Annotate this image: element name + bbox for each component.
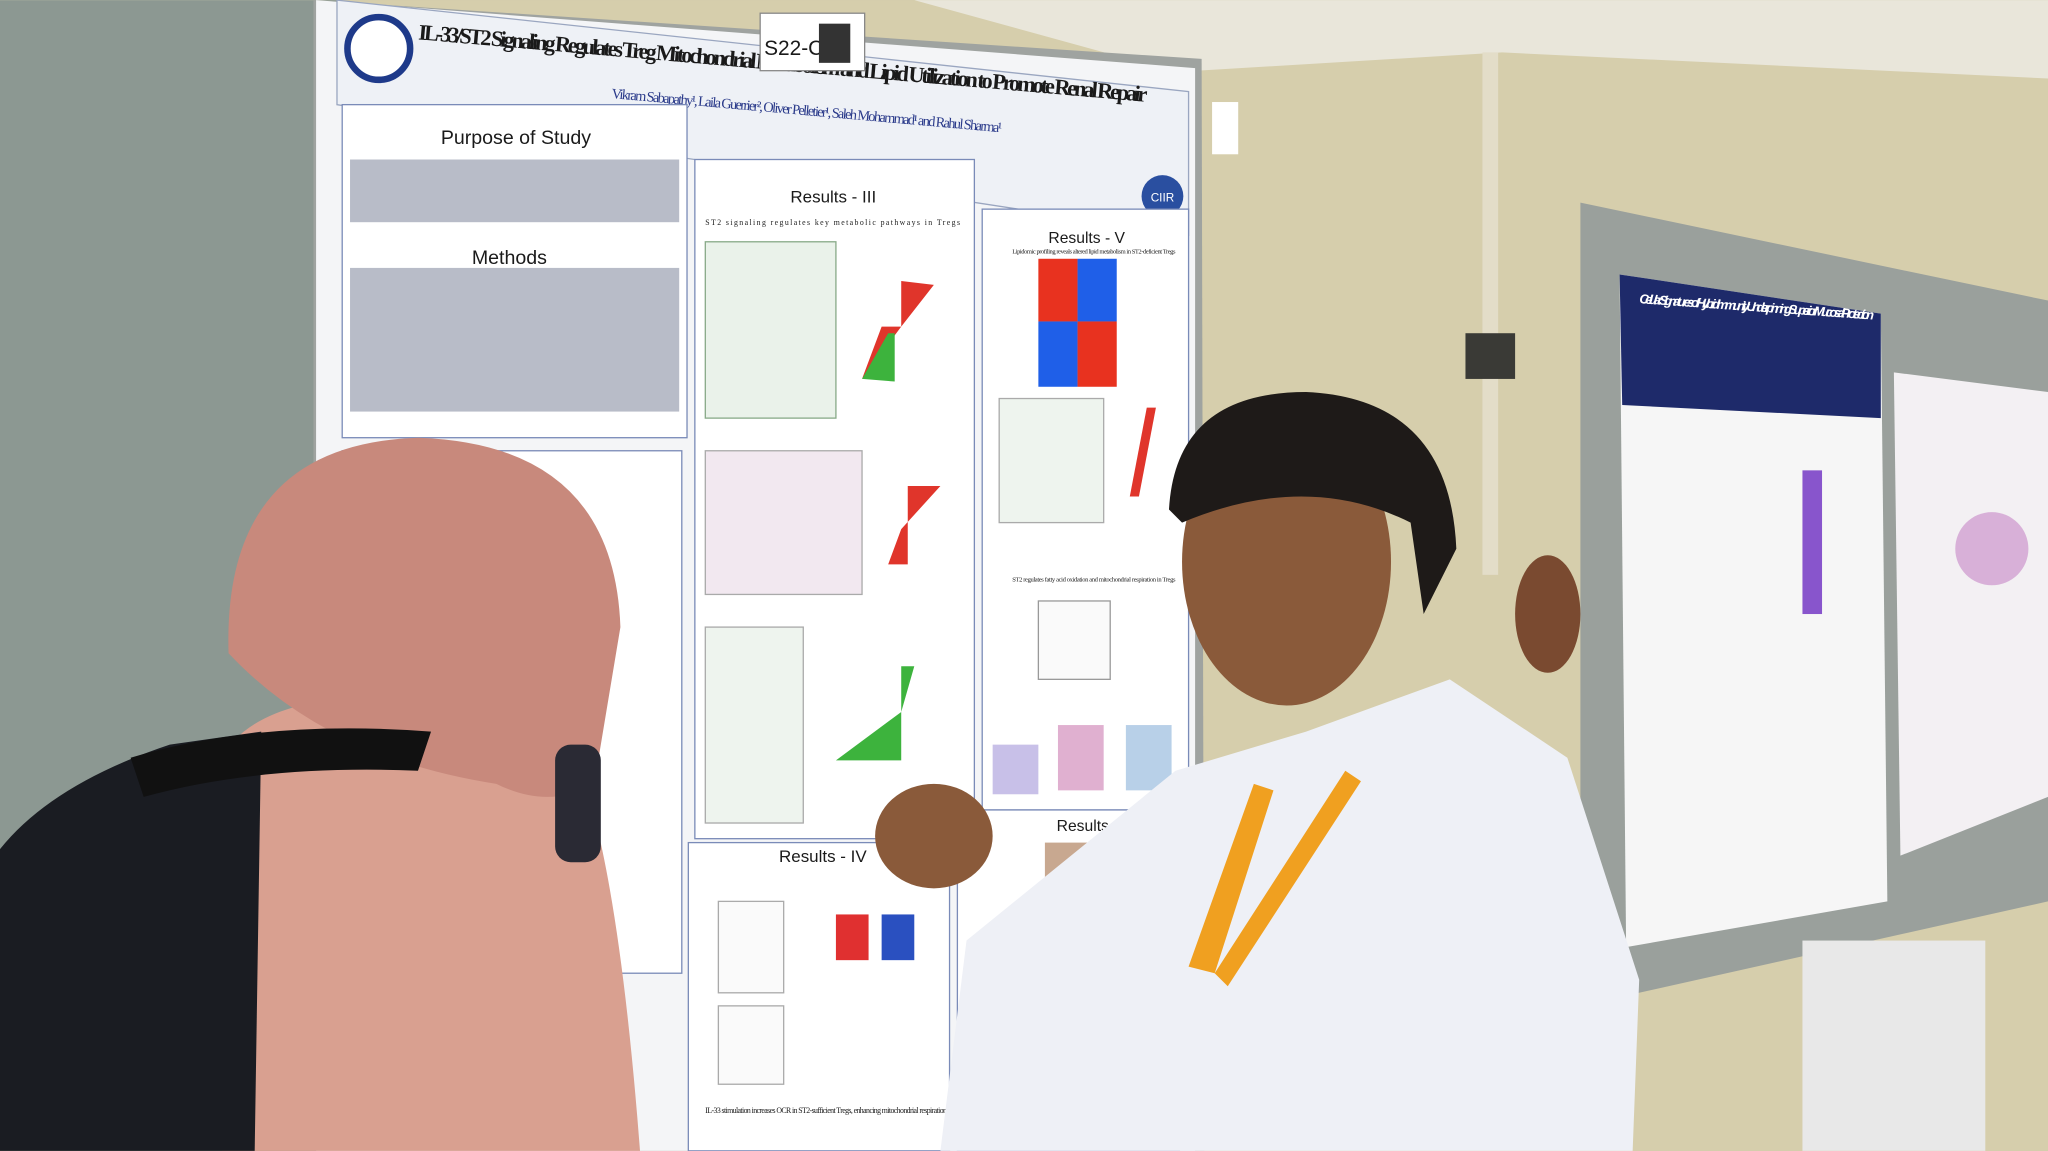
logo-text: CIIR xyxy=(1151,191,1175,204)
bar-plot xyxy=(1129,407,1156,497)
bar-plot-up xyxy=(888,486,941,565)
bar-plot-down xyxy=(835,666,915,761)
radiator xyxy=(1802,940,1986,1151)
institute-logo xyxy=(1141,175,1184,217)
text-lines xyxy=(350,159,680,412)
methods-heading: Methods xyxy=(472,247,547,269)
results-4-heading: Results - IV xyxy=(779,847,867,866)
man-hands xyxy=(875,783,993,889)
ocr-plot xyxy=(717,900,785,994)
pinned-note xyxy=(1212,102,1239,155)
background-person xyxy=(1515,555,1581,673)
bar-chart xyxy=(992,744,1039,795)
oxphos-diagram xyxy=(704,450,863,596)
bar-chart xyxy=(1802,470,1823,615)
results-5-heading: Results - V xyxy=(1048,230,1125,247)
heatmap-cell xyxy=(1077,258,1117,322)
woman-hijab xyxy=(228,437,621,797)
university-seal xyxy=(344,13,414,84)
bar-chart xyxy=(881,914,915,961)
heatmap-cell xyxy=(1038,258,1078,322)
results-5-caption: Lipidomic profiling reveals altered lipi… xyxy=(1012,249,1176,256)
results-5-caption-2: ST2 regulates fatty acid oxidation and m… xyxy=(1012,576,1176,583)
heatmap-cell xyxy=(1038,321,1078,387)
wall-box xyxy=(1465,333,1516,379)
phone xyxy=(555,744,601,863)
ocr-plot xyxy=(1037,600,1111,680)
bar-plot-down xyxy=(862,333,895,382)
second-poster-header xyxy=(1619,274,1881,419)
heatmap-cell xyxy=(1077,321,1117,387)
lanyard xyxy=(1188,770,1361,987)
purpose-heading: Purpose of Study xyxy=(441,127,591,149)
bar-chart xyxy=(1057,725,1104,791)
man-hair xyxy=(1168,391,1457,615)
pipe xyxy=(1482,52,1499,575)
results-4-box xyxy=(687,841,951,1151)
ecar-plot xyxy=(717,1005,785,1085)
results-4-caption: IL-33 stimulation increases OCR in ST2-s… xyxy=(705,1106,947,1115)
glycolysis-diagram xyxy=(704,626,804,824)
text-block xyxy=(350,159,680,223)
pathway-diagram xyxy=(704,241,837,419)
woman-sweater xyxy=(207,705,641,1151)
qr-code xyxy=(818,23,851,63)
bar-chart xyxy=(835,914,869,961)
fatty-acid-diagram xyxy=(998,397,1105,524)
man-shirt xyxy=(940,679,1640,1151)
text-block xyxy=(350,267,680,412)
results-3-heading: Results - III xyxy=(790,188,876,207)
second-poster xyxy=(1619,274,1888,948)
backpack-strap xyxy=(130,728,432,797)
backpack xyxy=(0,731,262,1151)
third-poster xyxy=(1893,372,2048,856)
board-label: S22-C xyxy=(764,37,823,60)
histology-image xyxy=(1955,512,2029,586)
bar-chart xyxy=(1125,725,1172,791)
